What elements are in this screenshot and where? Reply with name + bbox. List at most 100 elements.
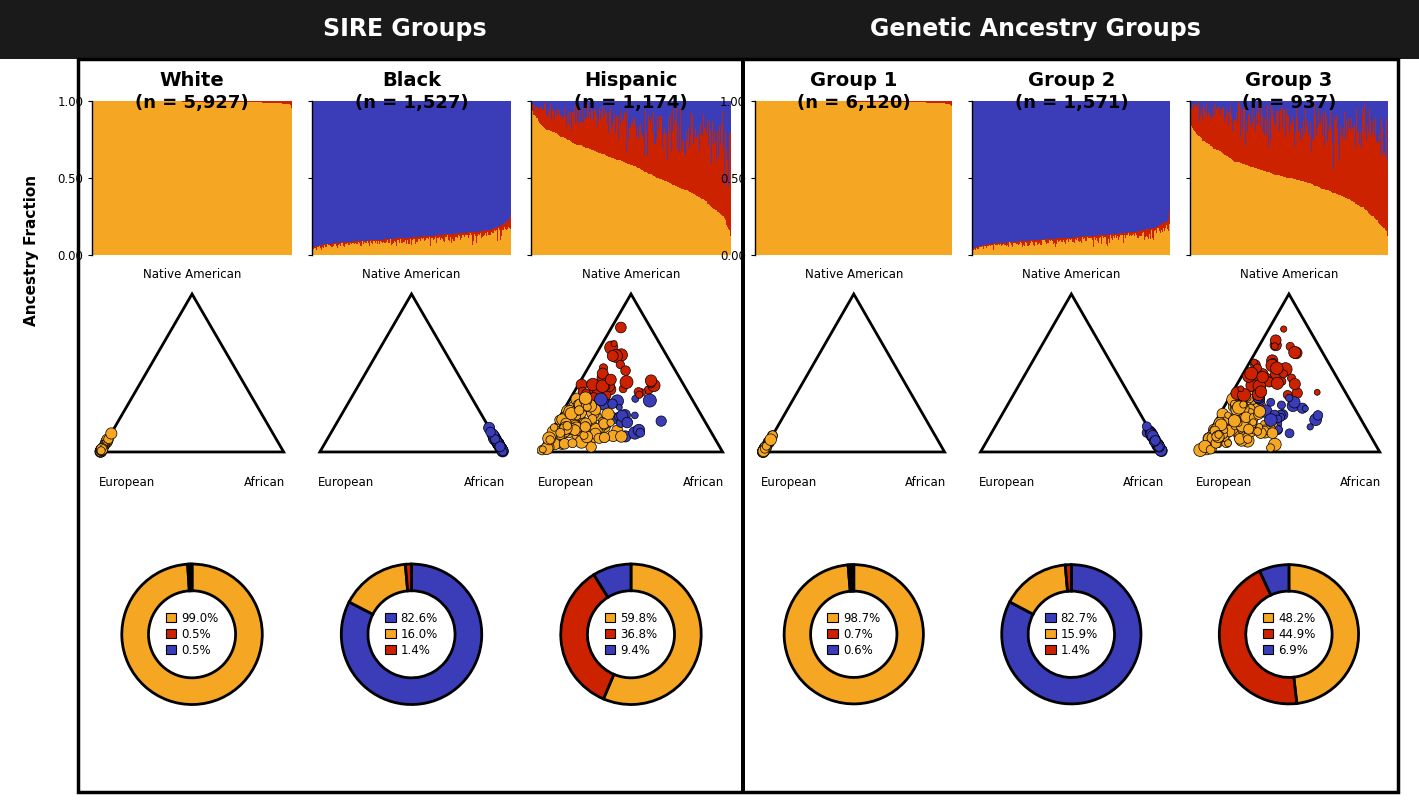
Point	[1271, 408, 1294, 421]
Point	[575, 419, 597, 431]
Point	[535, 442, 558, 455]
Point	[92, 440, 115, 453]
Point	[1263, 339, 1286, 352]
Point	[487, 438, 509, 451]
Point	[488, 440, 511, 452]
Point	[590, 415, 613, 427]
Point	[1144, 435, 1166, 448]
Point	[543, 421, 566, 434]
Point	[1144, 433, 1166, 446]
Point	[89, 445, 112, 458]
Point	[549, 427, 572, 440]
Point	[1144, 432, 1166, 445]
Point	[592, 372, 614, 385]
Point	[558, 423, 580, 436]
Point	[1244, 358, 1267, 371]
Point	[488, 439, 511, 452]
Text: White: White	[160, 71, 224, 90]
Point	[1210, 427, 1233, 440]
Point	[1148, 441, 1171, 454]
Point	[485, 435, 508, 448]
Wedge shape	[851, 565, 854, 591]
Point	[752, 445, 775, 458]
Point	[1142, 431, 1165, 444]
Point	[531, 444, 553, 457]
Point	[593, 375, 616, 388]
Point	[482, 433, 505, 446]
Point	[1149, 444, 1172, 457]
Point	[490, 443, 512, 456]
Point	[752, 444, 775, 457]
Point	[1149, 442, 1172, 455]
Point	[485, 434, 508, 447]
Point	[1246, 391, 1269, 404]
Point	[1235, 430, 1257, 443]
Wedge shape	[1002, 565, 1141, 704]
Point	[480, 426, 502, 439]
Point	[539, 434, 562, 447]
Point	[593, 420, 616, 433]
Point	[1144, 434, 1166, 447]
Point	[752, 445, 775, 458]
Point	[1141, 427, 1164, 440]
Point	[610, 416, 633, 429]
Text: European: European	[979, 476, 1034, 489]
Point	[1247, 408, 1270, 421]
Point	[1253, 425, 1276, 438]
Point	[563, 407, 586, 420]
Point	[89, 444, 112, 457]
Text: Native American: Native American	[1022, 268, 1121, 281]
Point	[1216, 436, 1239, 449]
Text: (n = 5,927): (n = 5,927)	[135, 95, 248, 112]
Point	[1227, 401, 1250, 414]
Point	[1141, 428, 1164, 441]
Point	[607, 410, 630, 423]
Point	[1148, 440, 1171, 453]
Point	[95, 436, 118, 448]
Legend: 82.7%, 15.9%, 1.4%: 82.7%, 15.9%, 1.4%	[1044, 612, 1098, 657]
Point	[1229, 382, 1252, 395]
Text: Hispanic: Hispanic	[585, 71, 678, 90]
Point	[592, 361, 614, 374]
Point	[1206, 431, 1229, 444]
Point	[490, 440, 512, 453]
Point	[1232, 405, 1254, 418]
Text: Group 3: Group 3	[1246, 71, 1332, 90]
Point	[1236, 434, 1259, 447]
Point	[1246, 377, 1269, 389]
Point	[543, 438, 566, 451]
Point	[587, 432, 610, 445]
Point	[98, 431, 121, 444]
Point	[1145, 437, 1168, 450]
Polygon shape	[101, 294, 284, 452]
Point	[1209, 417, 1232, 430]
Point	[1270, 408, 1293, 421]
Point	[575, 392, 597, 405]
Point	[752, 444, 775, 457]
Point	[1270, 375, 1293, 388]
Point	[1212, 430, 1235, 443]
Point	[490, 442, 512, 455]
Point	[91, 443, 114, 456]
Point	[752, 444, 775, 457]
Point	[579, 388, 602, 401]
Point	[593, 417, 616, 430]
Point	[753, 442, 776, 455]
Point	[552, 439, 575, 452]
Point	[553, 423, 576, 436]
Point	[484, 433, 507, 446]
Point	[91, 443, 114, 456]
Point	[753, 441, 776, 454]
Point	[752, 444, 775, 457]
Point	[570, 401, 593, 414]
Polygon shape	[319, 294, 504, 452]
Point	[1135, 426, 1158, 439]
Point	[89, 444, 112, 457]
Point	[89, 444, 112, 457]
Point	[481, 428, 504, 441]
Point	[755, 440, 778, 452]
Point	[1142, 432, 1165, 445]
Point	[569, 427, 592, 440]
Point	[552, 421, 575, 434]
Point	[1291, 402, 1314, 415]
